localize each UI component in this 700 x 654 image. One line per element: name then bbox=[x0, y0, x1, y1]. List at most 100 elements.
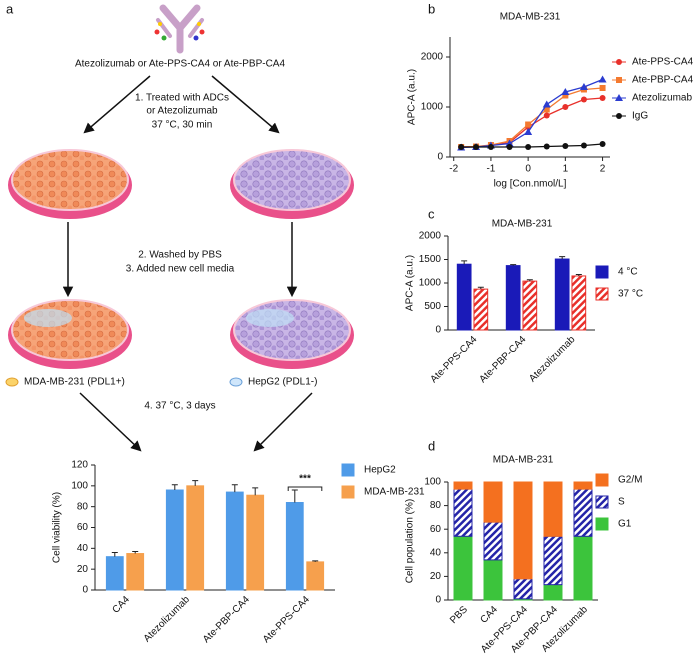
panel-label: b bbox=[428, 1, 435, 16]
legend-swatch bbox=[341, 485, 355, 499]
legend-label: 37 °C bbox=[618, 289, 643, 300]
bar bbox=[285, 502, 304, 591]
x-tick-label: -1 bbox=[486, 164, 495, 175]
error-bar bbox=[461, 260, 468, 265]
y-tick-label: 0 bbox=[437, 152, 443, 163]
y-tick-label: 1000 bbox=[419, 278, 442, 289]
bar bbox=[522, 280, 538, 331]
data-point bbox=[543, 143, 550, 150]
legend-label: 4 °C bbox=[618, 267, 638, 278]
legend-label: MDA-MB-231 bbox=[364, 487, 425, 498]
bar-segment bbox=[483, 521, 503, 561]
y-tick-label: 1000 bbox=[421, 102, 444, 113]
y-tick-label: 120 bbox=[71, 460, 88, 471]
x-tick-label: 1 bbox=[563, 164, 569, 175]
bar-segment bbox=[483, 559, 503, 601]
compounds: Atezolizumab or Ate-PPS-CA4 or Ate-PBP-C… bbox=[75, 59, 286, 70]
panel-label: d bbox=[428, 438, 435, 453]
error-bar bbox=[477, 286, 484, 290]
x-tick-label: Ate-PPS-CA4 bbox=[428, 334, 479, 385]
cell-icon bbox=[5, 377, 19, 387]
schematic: a Atezolizumab or Ate-PPS-CA4 or Ate-PBP… bbox=[5, 1, 435, 453]
data-point bbox=[487, 144, 494, 150]
y-tick-label: 500 bbox=[424, 301, 441, 312]
x-tick-label: 0 bbox=[525, 164, 531, 175]
arrow bbox=[211, 75, 280, 134]
dish bbox=[230, 299, 354, 369]
bar bbox=[186, 485, 205, 591]
panel-label: c bbox=[428, 206, 435, 221]
data-point bbox=[525, 144, 532, 150]
x-tick-label: Ate-PBP-CA4 bbox=[201, 594, 252, 645]
dish bbox=[230, 149, 354, 219]
bar bbox=[456, 263, 472, 331]
step: 1. Treated with ADCs bbox=[135, 93, 229, 104]
x-tick-label: Ate-PPS-CA4 bbox=[261, 594, 312, 645]
bar bbox=[225, 491, 244, 591]
x-axis-label: log [Con.nmol/L] bbox=[494, 179, 567, 190]
y-tick-label: 20 bbox=[430, 571, 442, 582]
bar bbox=[571, 275, 587, 331]
significance-bracket bbox=[287, 486, 323, 491]
bar bbox=[126, 553, 145, 591]
legend-swatch bbox=[595, 287, 609, 301]
legend-label: G1 bbox=[618, 519, 632, 530]
y-tick-label: 100 bbox=[424, 477, 441, 488]
legend-marker bbox=[615, 94, 623, 101]
bar-segment bbox=[453, 535, 473, 601]
legend-label: Ate-PBP-CA4 bbox=[632, 75, 694, 86]
error-bar bbox=[252, 487, 259, 496]
bar bbox=[306, 561, 325, 591]
panel-label: a bbox=[6, 1, 14, 16]
bar bbox=[105, 556, 124, 591]
error-bar bbox=[312, 560, 319, 562]
error-bar bbox=[575, 274, 582, 276]
y-tick-label: 60 bbox=[430, 524, 442, 535]
step: 2. Washed by PBS bbox=[138, 250, 222, 261]
series-line bbox=[461, 87, 603, 148]
step: 4. 37 °C, 3 days bbox=[144, 401, 215, 412]
bar bbox=[165, 489, 184, 591]
data-point bbox=[542, 100, 551, 108]
legend-label: S bbox=[618, 497, 625, 508]
legend-label: Atezolizumab bbox=[632, 93, 692, 104]
step: 3. Added new cell media bbox=[126, 264, 235, 275]
bar-segment bbox=[543, 481, 563, 537]
y-tick-label: 40 bbox=[77, 543, 89, 554]
y-tick-label: 0 bbox=[82, 585, 88, 596]
legend-marker bbox=[616, 59, 622, 65]
step: 37 °C, 30 min bbox=[152, 120, 213, 131]
data-point bbox=[599, 95, 606, 101]
legend-marker bbox=[616, 113, 622, 119]
bar bbox=[505, 265, 521, 331]
data-point bbox=[543, 112, 550, 119]
bar-segment bbox=[513, 578, 533, 600]
x-tick-label: Atezolizumab bbox=[142, 594, 193, 645]
error-bar bbox=[291, 489, 298, 503]
y-tick-label: 100 bbox=[71, 480, 88, 491]
y-axis-label: APC-A (a.u.) bbox=[407, 69, 418, 125]
chart-title: MDA-MB-231 bbox=[492, 219, 553, 230]
legend-label: HepG2 bbox=[364, 465, 396, 476]
legend-swatch bbox=[595, 265, 609, 279]
bar bbox=[554, 258, 570, 331]
error-bar bbox=[171, 484, 178, 490]
chart-title: MDA-MB-231 bbox=[493, 455, 554, 466]
legend-swatch bbox=[595, 473, 609, 487]
y-tick-label: 80 bbox=[430, 500, 442, 511]
series-line bbox=[461, 97, 603, 148]
data-point bbox=[543, 106, 550, 113]
bar-segment bbox=[573, 481, 593, 490]
error-bar bbox=[192, 480, 199, 486]
y-tick-label: 2000 bbox=[421, 52, 444, 63]
cell-icon bbox=[229, 377, 243, 387]
y-axis-label: Cell viability (%) bbox=[52, 492, 63, 563]
cell-label: HepG2 (PDL1-) bbox=[248, 377, 317, 388]
chart-title: MDA-MB-231 bbox=[500, 12, 561, 23]
y-tick-label: 0 bbox=[435, 325, 441, 336]
y-axis-label: APC-A (a.u.) bbox=[405, 255, 416, 311]
error-bar bbox=[510, 264, 517, 266]
data-point bbox=[579, 83, 588, 90]
y-tick-label: 60 bbox=[77, 522, 89, 533]
data-point bbox=[561, 88, 570, 95]
